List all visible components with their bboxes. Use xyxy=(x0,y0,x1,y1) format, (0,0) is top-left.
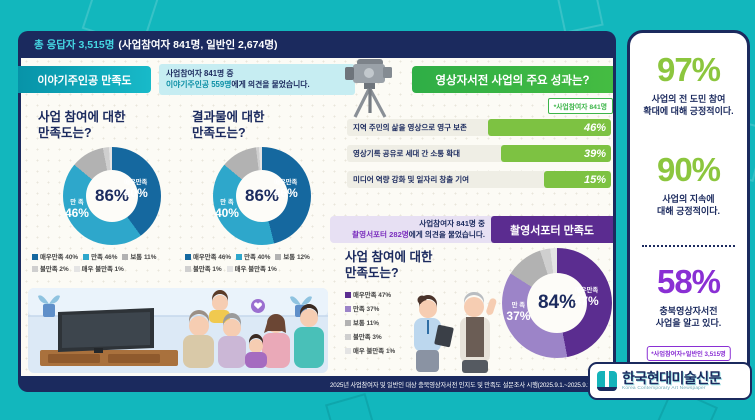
legend-item: 만족 46% xyxy=(83,252,117,261)
stat-value: 97% xyxy=(656,51,721,88)
donut-hole: 84% xyxy=(527,273,587,333)
legend-item: 보통 12% xyxy=(275,252,310,261)
stat-value: 90% xyxy=(656,151,721,188)
story-note-line1: 사업참여자 841명 중 xyxy=(166,69,234,78)
donut-hole: 86% xyxy=(86,170,138,222)
legend-swatch xyxy=(345,291,351,298)
newspaper-logo: 한국현대미술신문 Korea Contemporary Art Newspape… xyxy=(588,362,752,400)
chart2-legend: 매우만족 46% 만족 40% 보통 12% 불만족 1% 매우 불만족 1% xyxy=(185,252,333,273)
sidebar-note: *사업참여자+일반인 3,515명 xyxy=(646,346,731,361)
legend-swatch xyxy=(345,319,351,326)
legend-item: 불만족 3% xyxy=(345,332,395,341)
chart1-title: 사업 참여에 대한 만족도는? xyxy=(38,110,126,140)
bar-label: 영상기록 공유로 세대 간 소통 확대 xyxy=(353,149,461,158)
interview-illustration xyxy=(414,292,497,373)
bar-value: 46% xyxy=(583,121,606,134)
bar-row: 영상기록 공유로 세대 간 소통 확대 39% xyxy=(347,145,611,162)
legend-item: 매우 불만족 1% xyxy=(345,346,395,355)
bar-row: 미디어 역량 강화 및 일자리 창출 기여 15% xyxy=(347,171,611,188)
logo-english-name: Korea Contemporary Art Newspaper xyxy=(622,386,706,392)
legend-swatch xyxy=(275,253,282,260)
donut-slice-label: 매우만족 40% xyxy=(123,179,148,201)
legend-item: 매우 불만족 1% xyxy=(226,264,277,273)
supporter-header-strip: 사업참여자 841명 중 촬영서포터 282명에게 의견을 물었습니다. 촬영서… xyxy=(330,216,613,243)
legend-item: 만족 40% xyxy=(236,252,270,261)
respondents-breakdown: (사업참여자 841명, 일반인 2,674명) xyxy=(118,39,278,51)
bar-label: 지역 주민의 삶을 영상으로 영구 보존 xyxy=(353,123,467,132)
stat-caption: 충북영상자서전 사업을 알고 있다. xyxy=(655,306,722,329)
legend-item: 보통 11% xyxy=(345,318,395,327)
legend-swatch xyxy=(32,253,38,260)
donut-chart-outcome: 86% 매우만족 46% 만 족 40% xyxy=(213,147,311,245)
bar-fill: 39% xyxy=(501,145,611,162)
legend-swatch xyxy=(185,265,191,272)
legend-item: 불만족 2% xyxy=(32,264,69,273)
legend-item: 매우만족 40% xyxy=(32,252,78,261)
survey-note: 2025년 사업참여자 및 일반인 대상 충북영상자서전 인지도 및 만족도 설… xyxy=(330,381,598,389)
bar-fill: 15% xyxy=(544,171,611,188)
total-respondents: 총 응답자 3,515명 xyxy=(34,39,115,51)
newspaper-logo-icon xyxy=(597,371,617,391)
legend-item: 불만족 1% xyxy=(185,264,222,273)
story-section-note: 사업참여자 841명 중 이야기주인공 559명에게 의견을 물었습니다. xyxy=(159,64,355,95)
achievement-title: 영상자서전 사업의 주요 성과는? xyxy=(412,66,613,93)
bar-fill: 46% xyxy=(488,119,611,136)
legend-swatch xyxy=(122,253,129,260)
family-illustration xyxy=(28,288,328,373)
donut-slice-label: 만 족 37% xyxy=(506,302,531,323)
bar-value: 39% xyxy=(583,147,606,160)
survey-footer: 2025년 사업참여자 및 일반인 대상 충북영상자서전 인지도 및 만족도 설… xyxy=(18,376,616,392)
donut-center-value: 84% xyxy=(537,292,577,313)
background-decoration xyxy=(556,0,604,34)
legend-swatch xyxy=(185,253,191,260)
video-camera-icon xyxy=(345,59,392,118)
legend-swatch xyxy=(345,347,351,354)
donut-slice-label: 만 족 40% xyxy=(214,198,239,220)
summary-sidebar: 97% 사업의 전 도민 참여 확대에 대해 긍정적이다. 90% 사업의 지속… xyxy=(627,30,750,388)
legend-swatch xyxy=(345,333,351,340)
donut-slice-label: 만 족 46% xyxy=(64,198,89,220)
supporter-section-tag: 촬영서포터 만족도 xyxy=(491,216,613,243)
logo-korean-name: 한국현대미술신문 xyxy=(622,369,722,386)
supporter-chart-title: 사업 참여에 대한 만족도는? xyxy=(345,250,433,280)
main-panel: 총 응답자 3,515명 (사업참여자 841명, 일반인 2,674명) 이야… xyxy=(18,31,616,392)
supporter-note: 사업참여자 841명 중 촬영서포터 282명에게 의견을 물었습니다. xyxy=(352,219,485,239)
background-decoration xyxy=(325,393,377,420)
legend-item: 보통 11% xyxy=(122,252,156,261)
donut-slice-label: 매우만족 46% xyxy=(273,179,298,201)
bar-value: 15% xyxy=(583,173,606,186)
donut-center-value: 86% xyxy=(94,186,130,205)
bar-label: 미디어 역량 강화 및 일자리 창출 기여 xyxy=(353,175,470,184)
dotted-divider xyxy=(642,245,735,247)
legend-swatch xyxy=(32,265,38,272)
legend-item: 만족 37% xyxy=(345,304,395,313)
stat-value: 58% xyxy=(656,263,721,300)
donut-chart-supporter: 84% 매우만족 47% 만 족 37% xyxy=(502,248,612,358)
donut-center-value: 86% xyxy=(244,186,280,205)
achievement-note: *사업참여자 841명 xyxy=(547,98,613,114)
respondents-header: 총 응답자 3,515명 (사업참여자 841명, 일반인 2,674명) xyxy=(18,31,616,58)
donut-slice-label: 매우만족 47% xyxy=(574,286,599,308)
legend-swatch xyxy=(73,265,80,272)
story-section-tag: 이야기주인공 만족도 xyxy=(18,66,151,93)
legend-item: 매우만족 47% xyxy=(345,290,395,299)
bar-row: 지역 주민의 삶을 영상으로 영구 보존 46% xyxy=(347,119,611,136)
donut-chart-participation: 86% 매우만족 40% 만 족 46% xyxy=(63,147,161,245)
legend-item: 매우만족 46% xyxy=(185,252,231,261)
story-note-line2: 이야기주인공 559명에게 의견을 물었습니다. xyxy=(166,80,310,90)
donut-hole: 86% xyxy=(236,170,288,222)
legend-swatch xyxy=(83,253,90,260)
legend-swatch xyxy=(236,253,243,260)
supporter-legend: 매우만족 47% 만족 37% 보통 11% 불만족 3% 매우 불만족 1% xyxy=(345,290,395,355)
legend-item: 매우 불만족 1% xyxy=(73,264,124,273)
chart1-legend: 매우만족 40% 만족 46% 보통 11% 불만족 2% 매우 불만족 1% xyxy=(32,252,180,273)
legend-swatch xyxy=(226,265,233,272)
chart2-title: 결과물에 대한 만족도는? xyxy=(192,110,265,140)
stat-caption: 사업의 전 도민 참여 확대에 대해 긍정적이다. xyxy=(643,94,734,117)
legend-swatch xyxy=(345,305,351,312)
stat-caption: 사업의 지속에 대해 긍정적이다. xyxy=(657,194,720,217)
